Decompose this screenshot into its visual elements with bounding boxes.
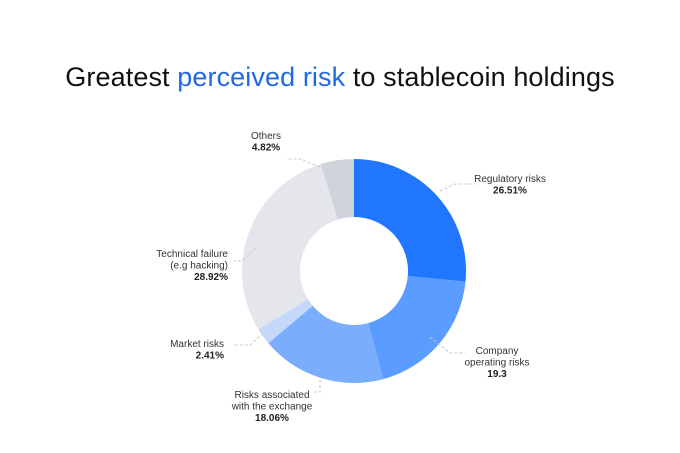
donut-slice-3 — [268, 305, 384, 384]
slice-label-4-line-1: Market risks — [170, 339, 224, 350]
slice-value-4: 2.41% — [196, 351, 224, 362]
donut-slice-2 — [368, 276, 466, 380]
slice-label-1-line-1: Regulatory risks — [474, 174, 546, 185]
donut-slices — [242, 159, 466, 384]
slice-value-6: 4.82% — [252, 143, 280, 154]
title-highlight: perceived risk — [177, 62, 346, 92]
slice-label-3-line-1: Risks associated — [234, 390, 309, 401]
slice-label-6-line-1: Others — [251, 131, 281, 142]
leader-line-1 — [439, 183, 475, 192]
slice-value-3: 18.06% — [255, 413, 289, 424]
donut-slice-1 — [354, 159, 466, 282]
chart-title: Greatest perceived risk to stablecoin ho… — [0, 62, 680, 93]
leader-line-6 — [286, 158, 321, 168]
leader-line-4 — [234, 329, 268, 346]
slice-value-2: 19.3 — [487, 369, 507, 380]
donut-slice-4 — [258, 299, 313, 344]
slice-value-1: 26.51% — [493, 186, 527, 197]
slice-value-5: 28.92% — [194, 272, 228, 283]
title-prefix: Greatest — [65, 62, 178, 92]
slice-label-3-line-2: with the exchange — [231, 402, 313, 413]
leader-line-3 — [312, 380, 321, 393]
title-suffix: to stablecoin holdings — [345, 62, 615, 92]
slice-label-2-line-1: Company — [476, 346, 519, 357]
donut-slice-5 — [242, 164, 338, 330]
slice-label-5-line-1: Technical failure — [156, 249, 228, 260]
leader-line-2 — [429, 336, 465, 354]
leader-lines — [234, 158, 475, 393]
slice-label-5-line-2: (e.g hacking) — [170, 261, 228, 272]
slice-label-2-line-2: operating risks — [464, 358, 529, 369]
donut-slice-6 — [320, 159, 354, 220]
leader-line-5 — [234, 247, 257, 262]
